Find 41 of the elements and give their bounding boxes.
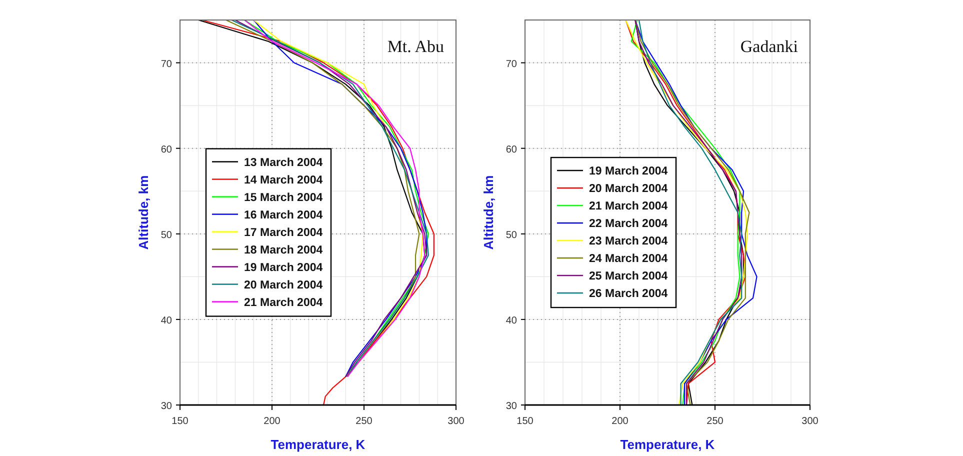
y-tick-label: 70 — [506, 58, 518, 70]
legend-label: 14 March 2004 — [244, 174, 324, 186]
y-tick-label: 50 — [506, 230, 518, 241]
annotation: Mt. Abu — [387, 37, 444, 56]
y-tick-label: 70 — [160, 58, 172, 70]
legend-label: 21 March 2004 — [244, 296, 324, 309]
y-tick-label: 40 — [160, 315, 172, 326]
y-tick-label: 30 — [160, 401, 172, 412]
legend-label: 20 March 2004 — [589, 183, 668, 195]
x-tick-label: 250 — [356, 416, 373, 427]
y-tick-label: 30 — [506, 401, 518, 412]
y-tick-label: 40 — [506, 315, 518, 326]
x-tick-label: 200 — [612, 416, 629, 427]
legend-label: 22 March 2004 — [589, 218, 668, 230]
x-tick-label: 300 — [448, 416, 465, 427]
legend-label: 26 March 2004 — [589, 288, 668, 300]
legend-label: 18 March 2004 — [244, 244, 324, 256]
legend-label: 13 March 2004 — [244, 156, 324, 169]
legend-label: 23 March 2004 — [589, 236, 668, 248]
legend-label: 15 March 2004 — [244, 192, 324, 204]
annotation: Gadanki — [740, 37, 798, 56]
y-axis-title: Altitude, km — [136, 175, 151, 250]
legend-label: 16 March 2004 — [244, 209, 324, 222]
x-tick-label: 150 — [172, 416, 189, 427]
y-tick-label: 50 — [160, 230, 172, 241]
legend-label: 19 March 2004 — [589, 166, 668, 178]
legend-label: 19 March 2004 — [244, 262, 324, 274]
x-tick-label: 150 — [516, 416, 534, 427]
legend-label: 24 March 2004 — [589, 253, 668, 265]
y-axis-title: Altitude, km — [481, 175, 496, 250]
x-tick-label: 300 — [802, 416, 819, 427]
x-tick-label: 200 — [264, 416, 281, 427]
x-axis-title: Temperature, K — [270, 437, 366, 452]
x-axis-title: Temperature, K — [620, 437, 716, 452]
x-tick-label: 250 — [706, 416, 724, 427]
legend-label: 17 March 2004 — [244, 226, 324, 239]
legend-label: 21 March 2004 — [589, 200, 668, 212]
legend-label: 25 March 2004 — [589, 270, 668, 282]
y-tick-label: 60 — [506, 144, 518, 156]
legend-label: 20 March 2004 — [244, 279, 324, 292]
y-tick-label: 60 — [160, 144, 172, 156]
